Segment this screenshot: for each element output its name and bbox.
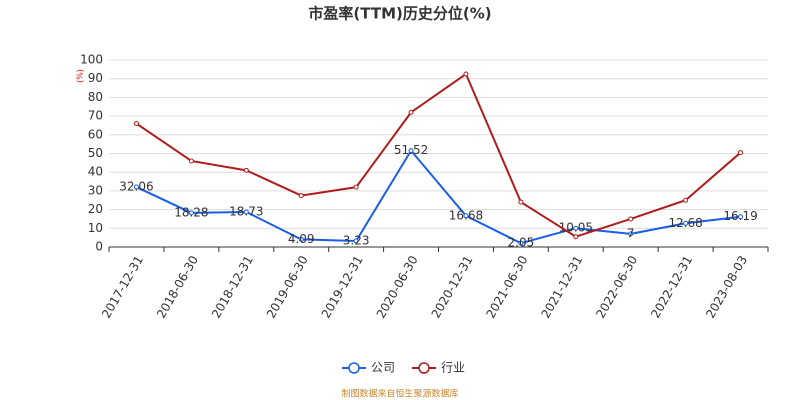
x-tick-label: 2019-06-30	[264, 253, 311, 320]
x-tick-label: 2022-12-31	[648, 253, 695, 320]
data-label: 32.06	[119, 180, 153, 194]
point	[298, 193, 304, 199]
data-label: 2.05	[508, 236, 535, 250]
chart-title: 市盈率(TTM)历史分位(%)	[308, 5, 491, 23]
x-tick-label: 2021-12-31	[538, 253, 585, 320]
point	[188, 158, 194, 164]
point	[463, 71, 469, 77]
data-label: 12.68	[668, 216, 702, 230]
point	[243, 209, 249, 215]
data-label: 3.23	[343, 233, 370, 247]
point	[133, 121, 139, 127]
legend-marker	[348, 362, 360, 374]
y-tick-label: 20	[88, 202, 103, 216]
point	[573, 234, 579, 240]
point	[298, 236, 304, 242]
point	[133, 184, 139, 190]
y-axis-label: (%)	[76, 69, 85, 83]
y-tick-label: 10	[88, 221, 103, 235]
x-tick-label: 2023-08-03	[703, 253, 750, 320]
y-tick-label: 60	[88, 127, 103, 141]
point	[353, 238, 359, 244]
y-tick-label: 70	[88, 109, 103, 123]
point	[353, 184, 359, 190]
data-label: 4.09	[288, 232, 315, 246]
line	[135, 72, 742, 238]
point	[683, 220, 689, 226]
data-label: 18.73	[229, 204, 263, 218]
point	[573, 225, 579, 231]
data-label: 7	[627, 226, 635, 240]
y-tick-label: 0	[95, 240, 103, 254]
point	[738, 150, 744, 156]
data-label: 51.52	[394, 143, 428, 157]
data-label: 16.19	[723, 209, 757, 223]
x-tick-label: 2017-12-31	[99, 253, 146, 320]
x-tick-label: 2019-12-31	[319, 253, 366, 320]
x-tick-label: 2020-12-31	[429, 253, 476, 320]
x-tick-label: 2018-06-30	[154, 253, 201, 320]
point	[628, 231, 634, 237]
x-tick-label: 2021-06-30	[484, 253, 531, 320]
x-tick-label: 2020-06-30	[374, 253, 421, 320]
data-label: 16.68	[449, 208, 483, 222]
legend-label: 行业	[441, 361, 465, 375]
point	[683, 197, 689, 203]
y-tick-label: 40	[88, 165, 103, 179]
y-tick-label: 90	[88, 71, 103, 85]
point	[408, 148, 414, 154]
x-tick-label: 2022-06-30	[593, 253, 640, 320]
point	[518, 199, 524, 205]
y-tick-label: 50	[88, 146, 103, 160]
line	[136, 148, 741, 245]
data-label: 18.28	[174, 205, 208, 219]
y-tick-label: 30	[88, 183, 103, 197]
y-tick-label: 100	[80, 53, 103, 67]
point	[738, 214, 744, 220]
point	[463, 213, 469, 219]
source-note: 制图数据来自恒生聚源数据库	[341, 388, 458, 400]
y-tick-label: 80	[88, 90, 103, 104]
legend-label: 公司	[371, 361, 395, 375]
x-tick-label: 2018-12-31	[209, 253, 256, 320]
point	[188, 210, 194, 216]
point	[518, 240, 524, 246]
point	[408, 109, 414, 115]
point	[628, 216, 634, 222]
point	[243, 167, 249, 173]
legend-marker	[418, 362, 430, 374]
